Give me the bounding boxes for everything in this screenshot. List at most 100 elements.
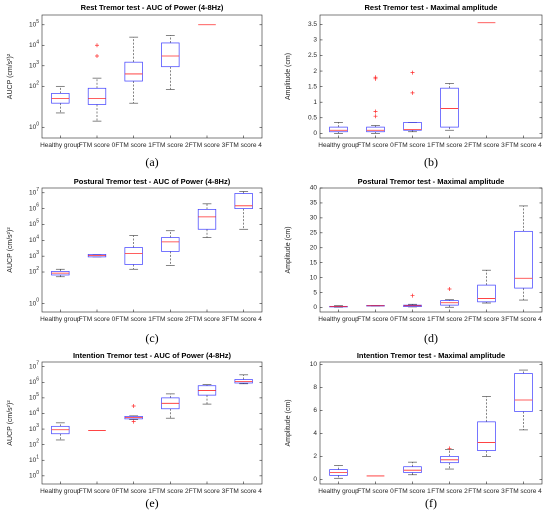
outlier-marker [373, 109, 378, 114]
outlier-marker [131, 404, 136, 409]
x-tick-label: FTM score 2 [431, 488, 468, 495]
y-tick-label: 0.5 [308, 114, 317, 121]
box-iqr [161, 42, 180, 68]
x-tick-label: FTM score 4 [225, 316, 262, 323]
box-3 [440, 286, 459, 308]
box-0 [329, 305, 348, 308]
x-tick-label: Healthy group [318, 142, 359, 149]
y-tick-label: 101 [29, 455, 39, 464]
box-0 [51, 268, 70, 278]
box-2 [403, 461, 422, 476]
y-axis-label: Amplitude (cm) [285, 226, 292, 273]
x-tick-label: FTM score 3 [189, 488, 226, 495]
box-5 [514, 369, 533, 431]
x-tick-label: FTM score 0 [79, 488, 116, 495]
y-tick-label: 2.5 [308, 52, 317, 59]
box-iqr [477, 284, 496, 303]
plot-area [319, 187, 543, 313]
x-tick-label: Healthy group [40, 316, 81, 323]
panel-caption: (c) [145, 331, 158, 345]
y-tick-label: 103 [29, 60, 39, 69]
x-tick-label: FTM score 4 [505, 488, 542, 495]
box-iqr [366, 126, 385, 133]
y-tick-label: 104 [29, 408, 39, 417]
x-tick-label: FTM score 1 [394, 488, 431, 495]
box-1 [366, 305, 385, 307]
box-0 [51, 422, 70, 441]
chart-title: Rest Tremor test - Maximal amplitude [365, 3, 498, 12]
outlier-marker [447, 286, 452, 291]
y-tick-label: 102 [29, 81, 39, 90]
plot-area [319, 361, 543, 485]
y-tick-label: 100 [29, 470, 39, 479]
y-tick-label: 105 [29, 392, 39, 401]
y-axis-label: Amplitude (cm) [285, 53, 292, 100]
y-tick-label: 1 [313, 99, 317, 106]
x-tick-label: FTM score 2 [152, 488, 189, 495]
chart-title: Postural Tremor test - Maximal amplitude [358, 177, 505, 186]
chart-title: Intention Tremor test - AUC of Power (4-… [73, 351, 232, 360]
y-tick-label: 102 [29, 439, 39, 448]
box-0 [329, 122, 348, 134]
x-tick-label: FTM score 2 [152, 316, 189, 323]
y-tick-label: 105 [29, 219, 39, 228]
y-tick-label: 35 [310, 200, 318, 207]
outlier-marker [95, 43, 99, 48]
y-axis-label: AUCP (cm/s²)² [7, 400, 14, 446]
y-tick-label: 10 [310, 361, 318, 368]
box-iqr [440, 87, 459, 128]
y-axis-label: AUCP (cm/s²)² [7, 53, 14, 99]
box-3 [440, 446, 459, 470]
box-iqr [403, 122, 422, 131]
box-2 [124, 235, 143, 270]
outlier-marker [410, 70, 415, 75]
chart-panel-e: Intention Tremor test - AUC of Power (4-… [7, 351, 263, 510]
x-tick-label: FTM score 1 [394, 316, 431, 323]
chart-title: Rest Tremor test - AUC of Power (4-8Hz) [81, 3, 224, 12]
y-tick-label: 20 [310, 244, 318, 251]
y-tick-label: 1.5 [308, 83, 317, 90]
chart-panel-a: Rest Tremor test - AUC of Power (4-8Hz) A… [7, 3, 263, 169]
outlier-marker [131, 419, 136, 424]
box-5 [234, 374, 253, 385]
y-tick-label: 106 [29, 377, 39, 386]
box-2 [403, 70, 422, 133]
x-tick-label: FTM score 1 [115, 316, 152, 323]
x-tick-label: FTM score 0 [357, 316, 394, 323]
y-tick-label: 107 [29, 187, 39, 196]
plot-area [319, 14, 543, 139]
y-tick-label: 40 [310, 185, 318, 192]
x-tick-label: FTM score 2 [152, 142, 189, 149]
x-tick-label: FTM score 2 [431, 142, 468, 149]
y-axis-label: Amplitude (cm) [285, 399, 292, 446]
box-2 [403, 293, 422, 308]
x-tick-label: FTM score 3 [468, 142, 505, 149]
x-tick-label: FTM score 0 [79, 316, 116, 323]
chart-panel-b: Rest Tremor test - Maximal amplitude Ampl… [285, 3, 543, 169]
box-iqr [161, 237, 180, 252]
x-tick-label: FTM score 0 [79, 142, 116, 149]
x-tick-label: FTM score 4 [505, 316, 542, 323]
y-tick-label: 5 [313, 289, 317, 296]
x-tick-label: FTM score 3 [189, 142, 226, 149]
x-tick-label: FTM score 3 [189, 316, 226, 323]
box-3 [440, 83, 459, 131]
y-tick-label: 0 [313, 476, 317, 483]
x-tick-label: FTM score 4 [225, 488, 262, 495]
y-tick-label: 25 [310, 230, 318, 237]
box-iqr [514, 230, 533, 289]
box-iqr [403, 466, 422, 473]
panel-caption: (b) [424, 155, 438, 169]
box-iqr [124, 61, 143, 82]
y-tick-label: 3.5 [308, 21, 317, 28]
plot-area [41, 187, 263, 313]
y-tick-label: 8 [313, 384, 317, 391]
panel-caption: (e) [145, 496, 158, 510]
box-4 [477, 396, 496, 457]
y-tick-label: 2 [313, 453, 317, 460]
box-0 [51, 85, 70, 114]
y-tick-label: 10 [310, 274, 318, 281]
box-iqr [124, 247, 143, 265]
x-tick-label: FTM score 0 [357, 488, 394, 495]
y-tick-label: 4 [313, 430, 317, 437]
